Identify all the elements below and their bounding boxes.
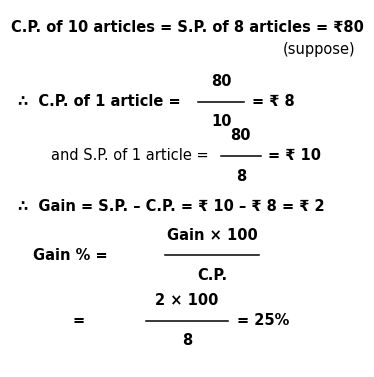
Text: (suppose): (suppose)	[283, 42, 356, 57]
Text: Gain × 100: Gain × 100	[167, 228, 258, 243]
Text: Gain % =: Gain % =	[33, 248, 107, 263]
Text: = 25%: = 25%	[237, 313, 289, 328]
Text: C.P.: C.P.	[197, 268, 227, 283]
Text: 80: 80	[231, 128, 251, 143]
Text: ∴  Gain = S.P. – C.P. = ₹ 10 – ₹ 8 = ₹ 2: ∴ Gain = S.P. – C.P. = ₹ 10 – ₹ 8 = ₹ 2	[18, 199, 325, 214]
Text: ∴  C.P. of 1 article =: ∴ C.P. of 1 article =	[18, 94, 181, 109]
Text: and S.P. of 1 article =: and S.P. of 1 article =	[50, 149, 208, 163]
Text: 2 × 100: 2 × 100	[155, 293, 219, 308]
Text: 80: 80	[211, 74, 232, 89]
Text: 10: 10	[211, 114, 232, 129]
Text: 8: 8	[182, 333, 192, 348]
Text: C.P. of 10 articles = S.P. of 8 articles = ₹80: C.P. of 10 articles = S.P. of 8 articles…	[10, 20, 364, 35]
Text: =: =	[72, 313, 84, 328]
Text: = ₹ 8: = ₹ 8	[252, 94, 294, 109]
Text: 8: 8	[236, 169, 246, 184]
Text: = ₹ 10: = ₹ 10	[268, 149, 321, 163]
